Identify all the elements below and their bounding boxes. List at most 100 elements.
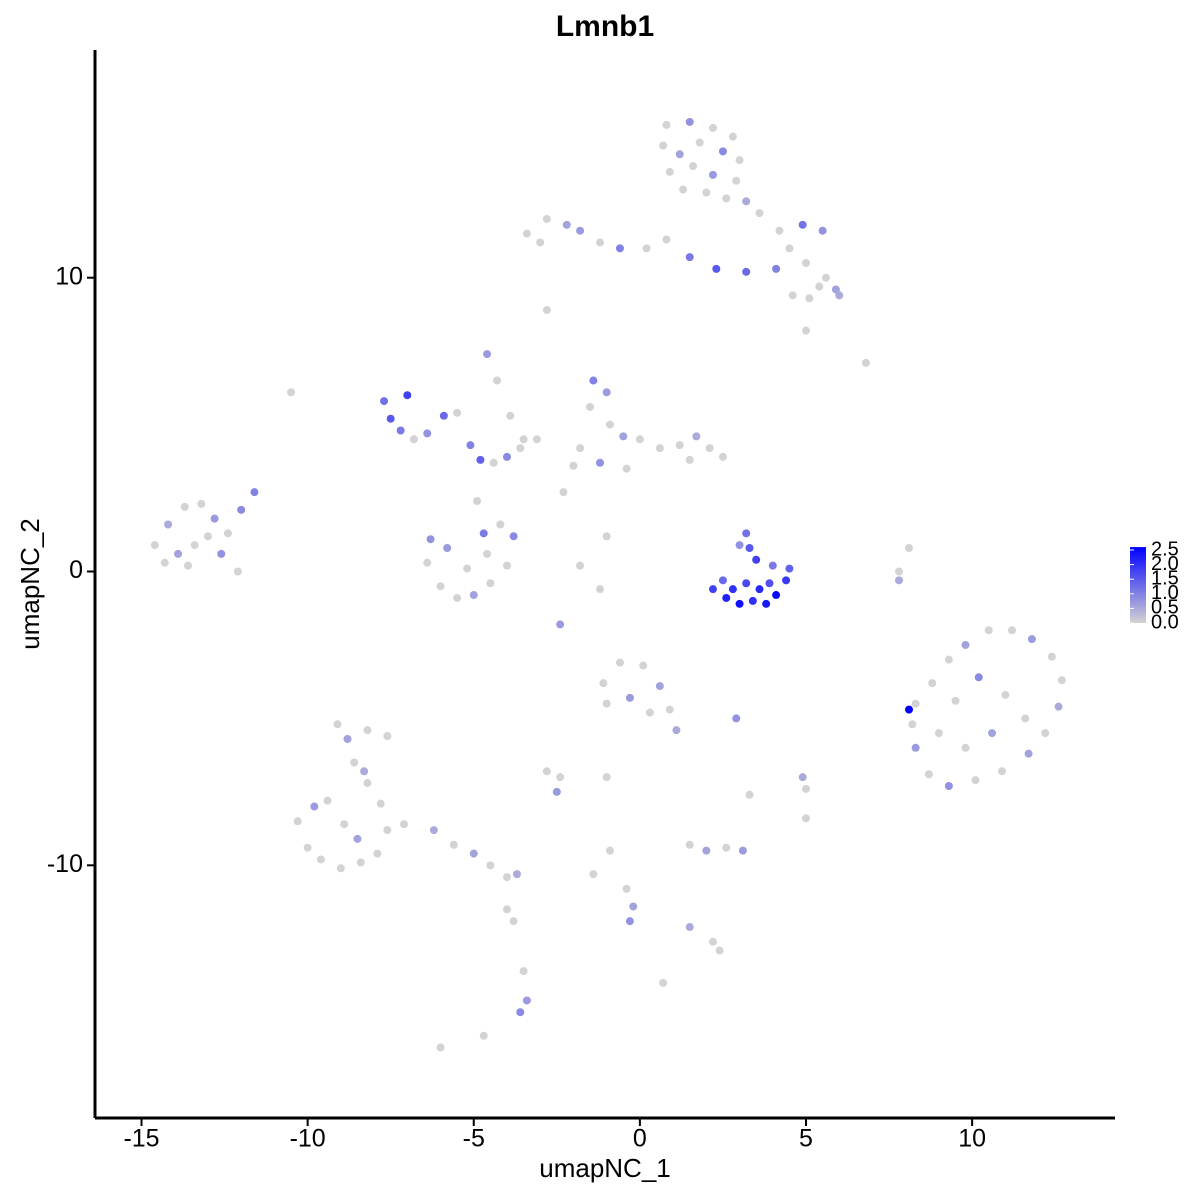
colorbar-label: 1.0 bbox=[1151, 582, 1179, 604]
cell-point bbox=[519, 435, 528, 444]
colorbar-label: 0.0 bbox=[1151, 611, 1179, 633]
cell-point bbox=[429, 826, 438, 835]
cell-point bbox=[692, 432, 701, 441]
cell-point bbox=[861, 358, 870, 367]
cell-point bbox=[752, 555, 761, 564]
cell-point bbox=[486, 861, 495, 870]
cell-point bbox=[911, 699, 920, 708]
cell-point bbox=[625, 917, 634, 926]
cell-point bbox=[1024, 749, 1033, 758]
colorbar-label: 1.5 bbox=[1151, 567, 1179, 589]
cell-point bbox=[483, 350, 492, 359]
cell-point bbox=[675, 150, 684, 159]
cell-point bbox=[639, 661, 648, 670]
cell-point bbox=[596, 238, 605, 247]
cell-point bbox=[323, 796, 332, 805]
cell-point bbox=[1027, 635, 1036, 644]
cell-point bbox=[974, 673, 983, 682]
cell-point bbox=[502, 452, 511, 461]
cell-point bbox=[602, 773, 611, 782]
cell-point bbox=[718, 147, 727, 156]
cell-point bbox=[944, 655, 953, 664]
cell-point bbox=[589, 376, 598, 385]
cell-point bbox=[399, 820, 408, 829]
cell-point bbox=[363, 779, 372, 788]
cell-point bbox=[821, 273, 830, 282]
x-tick-label: 0 bbox=[633, 1125, 647, 1153]
cell-point bbox=[1047, 652, 1056, 661]
cell-point bbox=[905, 705, 914, 714]
cell-point bbox=[486, 579, 495, 588]
cell-point bbox=[516, 444, 525, 453]
cell-point bbox=[742, 267, 751, 276]
colorbar-label: 2.0 bbox=[1151, 553, 1179, 575]
cell-point bbox=[762, 599, 771, 608]
cell-point bbox=[732, 176, 741, 185]
cell-point bbox=[190, 541, 199, 550]
cell-point bbox=[1057, 676, 1066, 685]
cell-point bbox=[586, 402, 595, 411]
cell-point bbox=[818, 226, 827, 235]
cell-point bbox=[908, 720, 917, 729]
cell-point bbox=[732, 714, 741, 723]
x-tick-label: -10 bbox=[290, 1125, 326, 1153]
cell-point bbox=[453, 408, 462, 417]
cell-point bbox=[745, 790, 754, 799]
cell-point bbox=[642, 244, 651, 253]
cell-point bbox=[961, 743, 970, 752]
cell-point bbox=[745, 544, 754, 553]
cell-point bbox=[293, 817, 302, 826]
cell-point bbox=[685, 840, 694, 849]
cell-point bbox=[559, 488, 568, 497]
cell-point bbox=[718, 576, 727, 585]
cell-point bbox=[522, 229, 531, 238]
cell-point bbox=[728, 132, 737, 141]
cell-point bbox=[542, 306, 551, 315]
cell-point bbox=[203, 532, 212, 541]
cell-point bbox=[928, 679, 937, 688]
cell-point bbox=[423, 558, 432, 567]
cell-point bbox=[605, 420, 614, 429]
cell-point bbox=[742, 529, 751, 538]
cell-point bbox=[635, 435, 644, 444]
cell-point bbox=[373, 849, 382, 858]
cell-point bbox=[562, 220, 571, 229]
cell-point bbox=[835, 291, 844, 300]
cell-point bbox=[679, 185, 688, 194]
cell-point bbox=[542, 214, 551, 223]
cell-point bbox=[469, 591, 478, 600]
cell-point bbox=[961, 640, 970, 649]
cell-point bbox=[619, 432, 628, 441]
cell-point bbox=[483, 549, 492, 558]
cell-point bbox=[735, 156, 744, 165]
cell-point bbox=[396, 426, 405, 435]
cell-point bbox=[536, 238, 545, 247]
cell-point bbox=[1054, 702, 1063, 711]
cell-point bbox=[895, 567, 904, 576]
cell-point bbox=[250, 488, 259, 497]
cell-point bbox=[805, 294, 814, 303]
cell-point bbox=[463, 564, 472, 573]
chart-title: Lmnb1 bbox=[556, 10, 654, 43]
y-axis-label: umapNC_2 bbox=[15, 518, 45, 650]
cell-point bbox=[755, 585, 764, 594]
cell-point bbox=[672, 726, 681, 735]
cell-point bbox=[659, 141, 668, 150]
cell-point bbox=[596, 585, 605, 594]
cell-point bbox=[502, 561, 511, 570]
cell-point bbox=[665, 705, 674, 714]
cell-point bbox=[353, 834, 362, 843]
cell-point bbox=[439, 411, 448, 420]
cell-point bbox=[233, 567, 242, 576]
cell-point bbox=[788, 291, 797, 300]
cell-point bbox=[506, 411, 515, 420]
cell-point bbox=[659, 978, 668, 987]
cell-point bbox=[180, 502, 189, 511]
cell-point bbox=[479, 1031, 488, 1040]
cell-point bbox=[798, 220, 807, 229]
cell-point bbox=[174, 549, 183, 558]
cell-point bbox=[316, 855, 325, 864]
cell-point bbox=[197, 499, 206, 508]
cell-point bbox=[702, 188, 711, 197]
